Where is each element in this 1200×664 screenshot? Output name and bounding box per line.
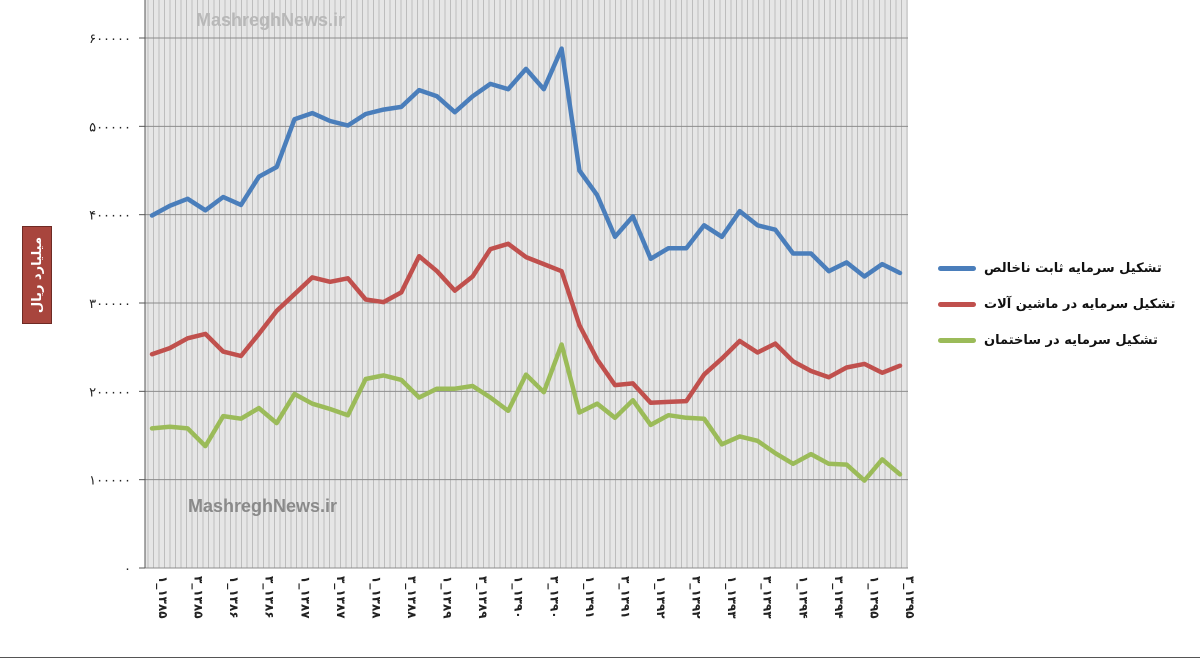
x-tick-label: ۳_۱۳۹۵ bbox=[902, 576, 917, 619]
x-tick-label: ۳_۱۳۸۸ bbox=[404, 576, 419, 619]
x-tick-label: ۳_۱۳۸۶ bbox=[262, 576, 277, 619]
y-tick-label: ۲۰۰۰۰۰ bbox=[89, 385, 131, 400]
legend-swatch-blue bbox=[938, 265, 976, 271]
plot-area bbox=[145, 0, 908, 568]
legend-item-construction: تشکیل سرمایه در ساختمان bbox=[938, 322, 1188, 358]
plot-background bbox=[145, 0, 908, 568]
legend: تشکیل سرمایه ثابت ناخالص تشکیل سرمایه در… bbox=[938, 250, 1188, 358]
y-tick-label: ۳۰۰۰۰۰ bbox=[89, 297, 131, 312]
x-tick-label: ۱_۱۳۹۲ bbox=[653, 576, 668, 619]
legend-label: تشکیل سرمایه ثابت ناخالص bbox=[984, 260, 1162, 276]
series-line-1 bbox=[149, 46, 903, 279]
x-tick-label: ۳_۱۳۸۵ bbox=[191, 576, 206, 619]
y-tick-label: ۱۰۰۰۰۰ bbox=[89, 474, 131, 489]
y-axis-label: میلیارد ریال bbox=[29, 236, 45, 314]
y-tick-label: ۵۰۰۰۰۰ bbox=[89, 120, 131, 135]
legend-item-gross-fixed: تشکیل سرمایه ثابت ناخالص bbox=[938, 250, 1188, 286]
watermark-top: MashreghNews.ir bbox=[196, 10, 345, 30]
x-tick-label: ۱_۱۳۹۰ bbox=[511, 576, 526, 619]
x-tick-label: ۳_۱۳۹۴ bbox=[831, 576, 846, 619]
x-tick-label: ۱_۱۳۹۳ bbox=[724, 576, 739, 619]
y-axis-label-box: میلیارد ریال bbox=[22, 226, 52, 324]
y-tick-label: ۰ bbox=[124, 562, 131, 577]
gridlines bbox=[144, 0, 908, 569]
legend-swatch-red bbox=[938, 301, 976, 307]
x-tick-label: ۳_۱۳۸۹ bbox=[475, 576, 490, 619]
legend-item-machinery: تشکیل سرمایه در ماشین آلات bbox=[938, 286, 1188, 322]
x-tick-label: ۱_۱۳۸۵ bbox=[155, 576, 170, 619]
y-tick-label: ۶۰۰۰۰۰ bbox=[89, 32, 131, 47]
x-axis-ticks: ۱_۱۳۸۵ ۳_۱۳۸۵ ۱_۱۳۸۶ ۳_۱۳۸۶ ۱_۱۳۸۷ ۳_۱۳۸۷ ۱_۱۳… bbox=[155, 576, 917, 619]
x-tick-label: ۱_۱۳۹۴ bbox=[795, 576, 810, 619]
x-tick-label: ۱_۱۳۹۵ bbox=[866, 576, 881, 619]
series-line-3 bbox=[149, 342, 903, 483]
bottom-rule bbox=[0, 657, 1200, 658]
series-lines bbox=[149, 46, 903, 483]
series-line-2 bbox=[149, 241, 903, 406]
legend-swatch-green bbox=[938, 337, 976, 343]
x-tick-label: ۳_۱۳۹۰ bbox=[546, 576, 561, 619]
x-tick-label: ۱_۱۳۸۸ bbox=[368, 576, 383, 619]
x-tick-label: ۳_۱۳۸۷ bbox=[333, 576, 348, 619]
x-tick-label: ۳_۱۳۹۳ bbox=[760, 576, 775, 619]
y-axis-ticks: ۰ ۱۰۰۰۰۰ ۲۰۰۰۰۰ ۳۰۰۰۰۰ ۴۰۰۰۰۰ ۵۰۰۰۰۰ ۶۰۰۰۰۰ bbox=[89, 32, 145, 577]
x-tick-label: ۳_۱۳۹۱ bbox=[617, 576, 632, 619]
legend-label: تشکیل سرمایه در ماشین آلات bbox=[984, 296, 1176, 312]
x-tick-label: ۱_۱۳۸۶ bbox=[226, 576, 241, 619]
watermark-middle: MashreghNews.ir bbox=[188, 496, 337, 516]
x-tick-label: ۱_۱۳۸۹ bbox=[440, 576, 455, 619]
legend-label: تشکیل سرمایه در ساختمان bbox=[984, 332, 1158, 348]
y-tick-label: ۴۰۰۰۰۰ bbox=[89, 209, 131, 224]
x-tick-label: ۱_۱۳۸۷ bbox=[297, 576, 312, 619]
x-tick-label: ۱_۱۳۹۱ bbox=[582, 576, 597, 619]
x-tick-label: ۳_۱۳۹۲ bbox=[689, 576, 704, 619]
